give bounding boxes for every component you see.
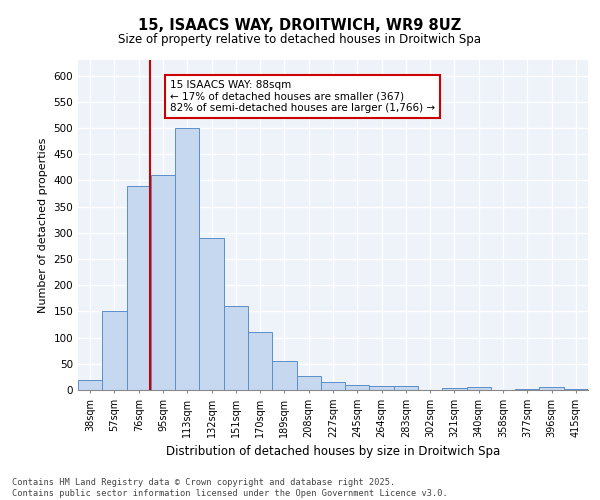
Bar xyxy=(515,389,539,390)
Text: Size of property relative to detached houses in Droitwich Spa: Size of property relative to detached ho… xyxy=(119,32,482,46)
Bar xyxy=(78,380,102,390)
Text: 15 ISAACS WAY: 88sqm
← 17% of detached houses are smaller (367)
82% of semi-deta: 15 ISAACS WAY: 88sqm ← 17% of detached h… xyxy=(170,80,435,113)
Bar xyxy=(345,385,370,390)
Bar xyxy=(151,175,175,390)
Bar xyxy=(199,238,224,390)
Bar xyxy=(539,388,564,390)
Bar xyxy=(370,386,394,390)
Bar xyxy=(127,186,151,390)
Y-axis label: Number of detached properties: Number of detached properties xyxy=(38,138,48,312)
Bar xyxy=(102,312,127,390)
Bar xyxy=(321,382,345,390)
Bar xyxy=(442,388,467,390)
Bar xyxy=(467,388,491,390)
Bar xyxy=(394,386,418,390)
Bar xyxy=(224,306,248,390)
Bar xyxy=(272,361,296,390)
Bar xyxy=(564,389,588,390)
Bar xyxy=(248,332,272,390)
X-axis label: Distribution of detached houses by size in Droitwich Spa: Distribution of detached houses by size … xyxy=(166,446,500,458)
Text: 15, ISAACS WAY, DROITWICH, WR9 8UZ: 15, ISAACS WAY, DROITWICH, WR9 8UZ xyxy=(139,18,461,32)
Bar xyxy=(296,376,321,390)
Bar xyxy=(175,128,199,390)
Text: Contains HM Land Registry data © Crown copyright and database right 2025.
Contai: Contains HM Land Registry data © Crown c… xyxy=(12,478,448,498)
